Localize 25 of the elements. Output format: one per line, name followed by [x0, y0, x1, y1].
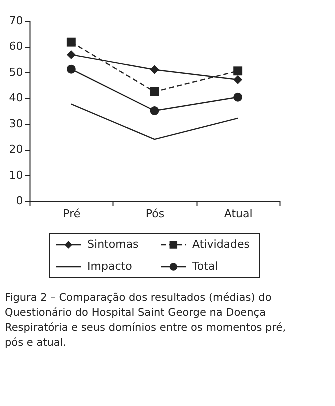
point [150, 88, 160, 96]
point [150, 106, 160, 116]
point [234, 75, 243, 84]
y-tick-label: 10 [9, 168, 24, 182]
x-tick-label: Pós [146, 208, 165, 220]
point [150, 65, 160, 74]
y-tick-label: 60 [9, 40, 24, 54]
y-tick-label: 40 [9, 92, 24, 105]
point [234, 92, 243, 102]
point [234, 66, 243, 76]
x-tick-label: Pré [63, 208, 81, 220]
point [66, 64, 76, 74]
legend-label: Atividades [192, 238, 250, 251]
y-tick-label: 30 [9, 117, 24, 130]
legend-label: Total [192, 260, 218, 273]
point [66, 50, 76, 60]
text: Figura 2 – Comparação dos resultados (médias) do Questionário do Hospital Saint George na Doença Respiratória e seus domínios entre os momentos pré, pós e atual. [5, 292, 286, 349]
x-tick-label: Atual [224, 208, 253, 220]
legend-label: Sintomas [88, 238, 140, 251]
y-tick-label: 20 [9, 143, 24, 156]
legend-label: Impacto [88, 260, 133, 273]
y-tick-label: 70 [9, 14, 24, 28]
point [66, 38, 76, 47]
y-tick-label: 50 [9, 66, 24, 79]
y-tick-label: 0 [16, 194, 24, 208]
